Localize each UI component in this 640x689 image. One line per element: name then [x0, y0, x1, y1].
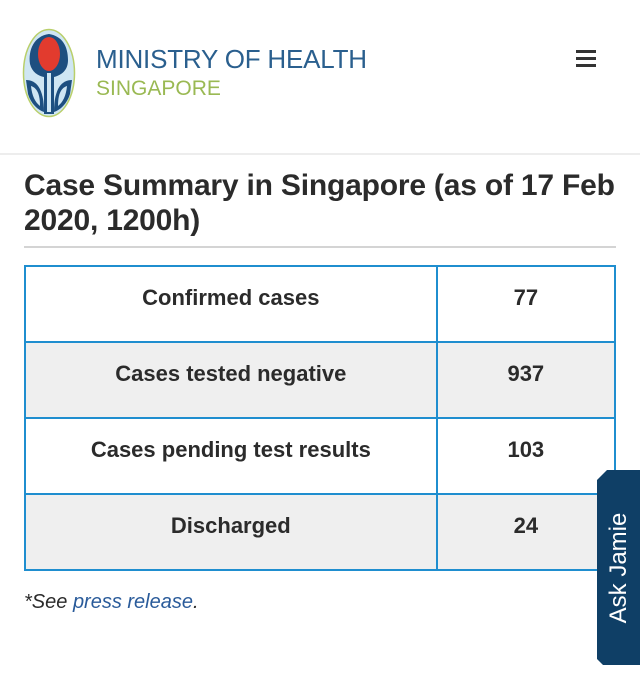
ask-jamie-label: Ask Jamie	[604, 512, 632, 623]
footnote-suffix: .	[193, 591, 199, 613]
row-label: Discharged	[24, 493, 438, 571]
hamburger-menu-icon-bar	[576, 64, 596, 67]
moh-logo-icon[interactable]	[22, 28, 76, 118]
brand-title: MINISTRY OF HEALTH	[96, 44, 367, 74]
ask-jamie-button[interactable]: Ask Jamie	[597, 470, 640, 665]
row-value: 24	[435, 493, 617, 571]
hamburger-menu-icon-bar	[576, 57, 596, 60]
row-value: 77	[435, 265, 617, 343]
row-value: 937	[435, 341, 617, 419]
table-row: Discharged 24	[24, 493, 617, 571]
row-value: 103	[435, 417, 617, 495]
title-divider	[24, 246, 616, 248]
row-label: Cases tested negative	[24, 341, 438, 419]
hamburger-menu-button[interactable]	[570, 44, 602, 72]
table-row: Confirmed cases 77	[24, 265, 617, 343]
table-row: Cases pending test results 103	[24, 417, 617, 495]
hamburger-menu-icon	[576, 50, 596, 53]
press-release-link[interactable]: press release	[72, 591, 193, 613]
row-label: Confirmed cases	[24, 265, 438, 343]
case-summary-table: Confirmed cases 77 Cases tested negative…	[24, 265, 617, 571]
footnote: *See press release.	[24, 591, 199, 614]
page-title: Case Summary in Singapore (as of 17 Feb …	[24, 169, 615, 237]
row-label: Cases pending test results	[24, 417, 438, 495]
table-row: Cases tested negative 937	[24, 341, 617, 419]
footnote-prefix: *See	[24, 591, 73, 613]
site-header: MINISTRY OF HEALTH SINGAPORE	[0, 0, 640, 155]
brand-subtitle: SINGAPORE	[96, 77, 221, 100]
